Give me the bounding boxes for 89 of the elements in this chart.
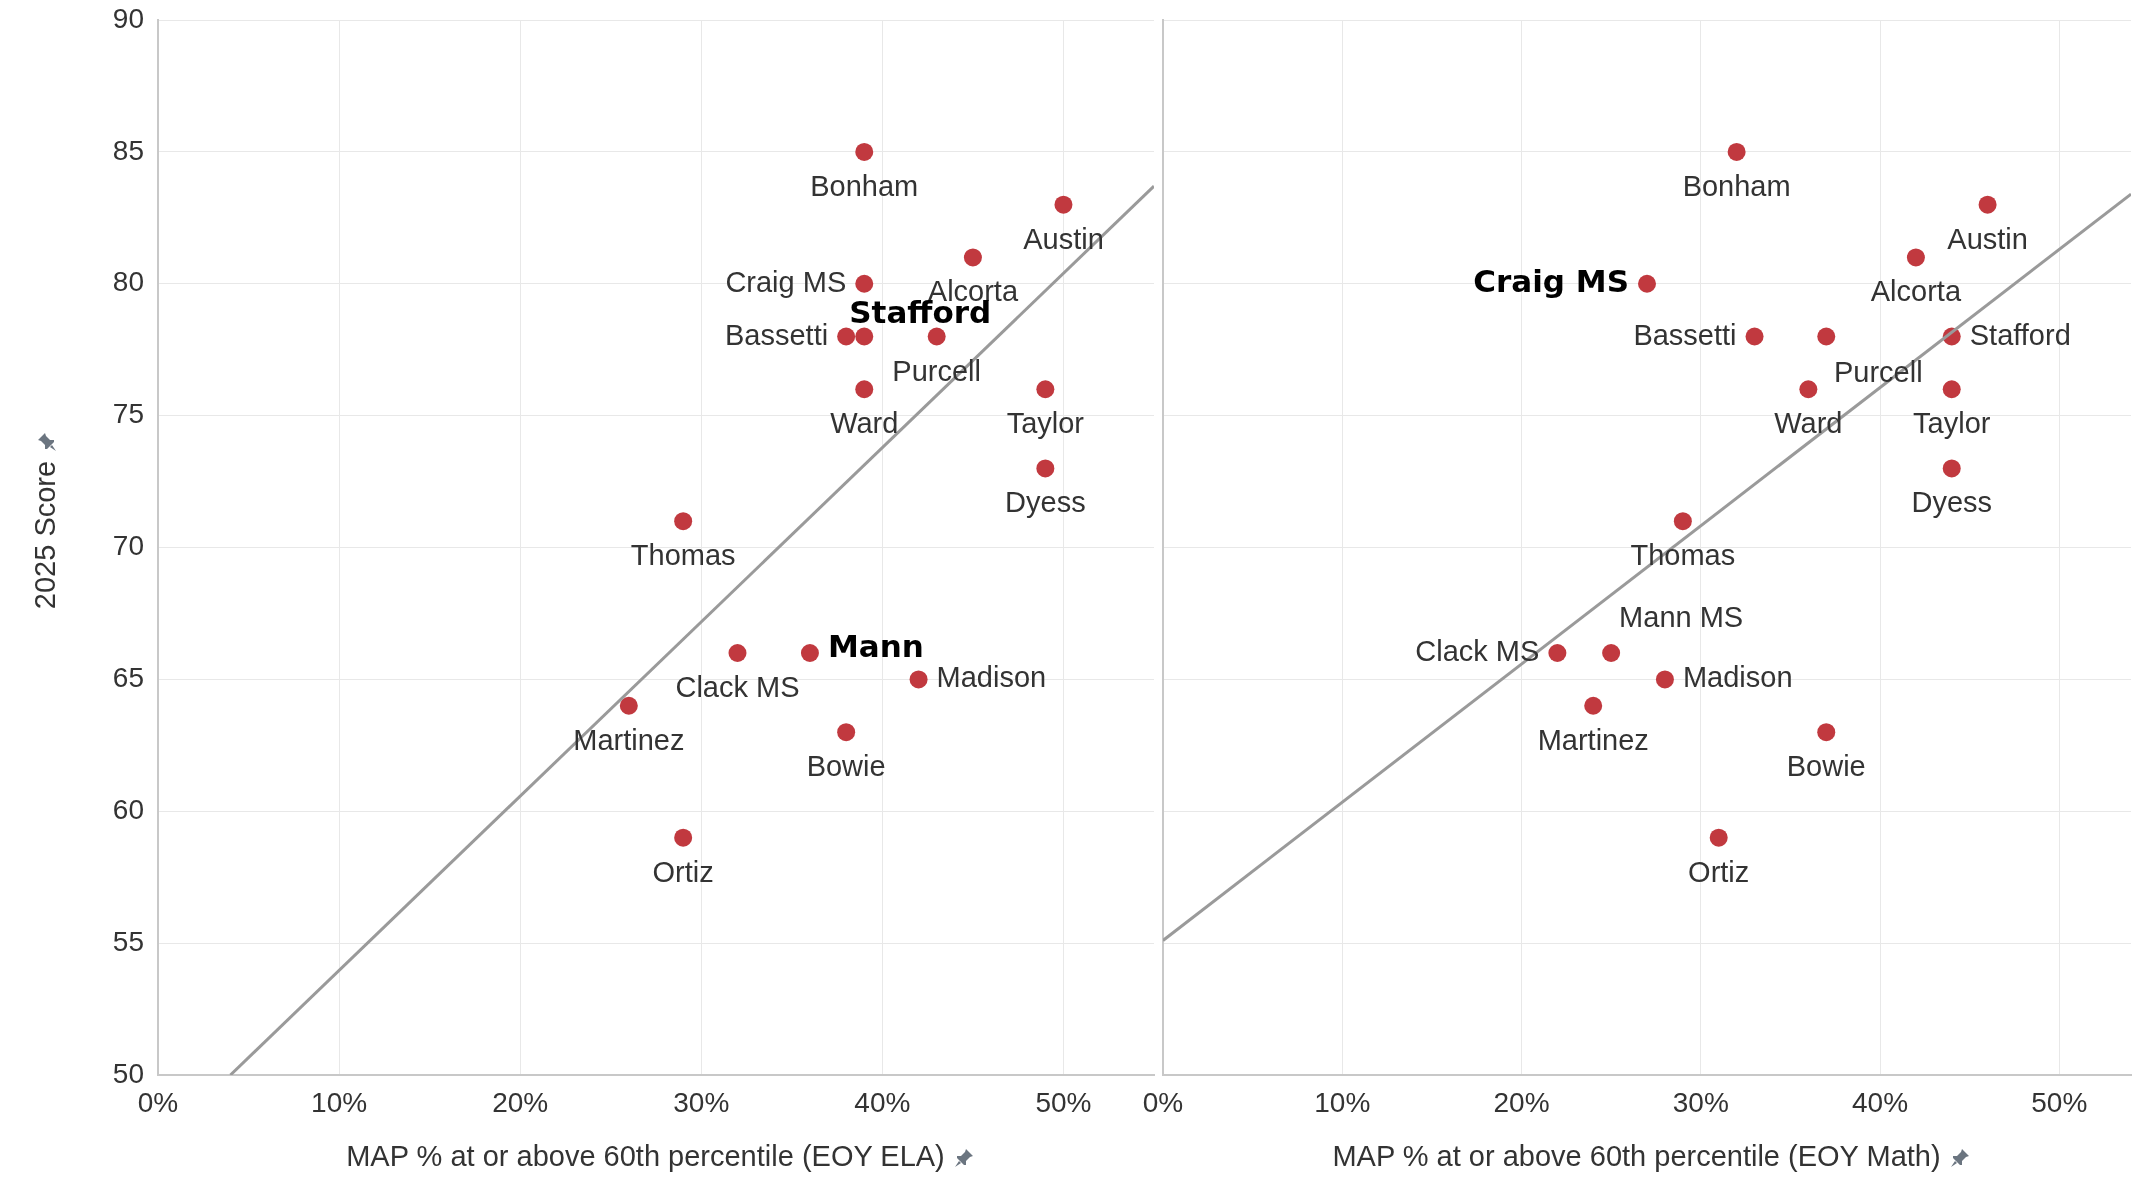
point (1036, 459, 1055, 478)
y-tick-label: 65 (112, 662, 144, 694)
point (619, 696, 638, 715)
point (1584, 696, 1603, 715)
point (1799, 380, 1818, 399)
y-tick-label: 50 (112, 1057, 144, 1089)
y-tick-label: 60 (112, 793, 144, 825)
point (963, 248, 982, 267)
annotation: Ortiz (652, 855, 714, 888)
annotation: Madison (936, 661, 1047, 694)
y-tick-label: 55 (112, 925, 144, 957)
point (1548, 644, 1567, 662)
annotation: Craig MS (1473, 262, 1629, 299)
annotation: Mann (827, 628, 924, 665)
point (1655, 670, 1674, 689)
point (1054, 195, 1073, 214)
point (837, 723, 856, 742)
point (909, 670, 928, 689)
x-tick-label: 50% (2031, 1086, 2088, 1118)
annotation: Bonham (810, 169, 919, 202)
point (1638, 274, 1656, 293)
x-axis-title: MAP % at or above 60th percentile (EOY ELA) (346, 1140, 945, 1172)
x-tick-label: 0% (1142, 1086, 1184, 1118)
annotation: Austin (1023, 222, 1104, 255)
point (800, 644, 819, 662)
point (1709, 828, 1728, 847)
annotation: Martinez (1537, 723, 1649, 756)
x-tick-label: 20% (492, 1086, 549, 1118)
y-tick-label: 75 (112, 398, 144, 430)
annotation: Bowie (806, 750, 886, 783)
annotation: Clack MS (1415, 635, 1540, 667)
annotation: Craig MS (725, 265, 847, 298)
annotation: Bassetti (1633, 318, 1737, 351)
point (1817, 723, 1836, 742)
annotation: Thomas (1630, 539, 1736, 572)
point (855, 142, 874, 161)
annotation: Mann MS (1619, 601, 1744, 633)
annotation: Martinez (573, 723, 685, 756)
x-axis-title: MAP % at or above 60th percentile (EOY Math) (1332, 1140, 1941, 1172)
annotation: Bassetti (724, 318, 829, 351)
x-tick-label: 0% (137, 1086, 179, 1118)
y-tick-label: 80 (112, 266, 144, 298)
annotation: Dyess (1911, 486, 1993, 519)
point (1817, 327, 1836, 346)
point (1906, 248, 1925, 267)
point (1602, 644, 1621, 662)
point (855, 274, 874, 293)
annotation: Clack MS (675, 671, 800, 703)
x-tick-label: 10% (311, 1086, 368, 1118)
y-tick-label: 85 (112, 134, 144, 166)
point (855, 327, 874, 346)
y-tick-label: 70 (112, 530, 144, 562)
x-tick-label: 50% (1035, 1086, 1092, 1118)
annotation: Taylor (1006, 407, 1085, 440)
x-tick-label: 30% (673, 1086, 730, 1118)
x-tick-label: 30% (1672, 1086, 1729, 1118)
annotation: Austin (1947, 222, 2028, 255)
x-tick-label: 40% (1852, 1086, 1909, 1118)
annotation: Madison (1682, 661, 1793, 694)
point (1942, 380, 1961, 399)
point (1745, 327, 1764, 346)
point (1673, 512, 1692, 531)
annotation: Bonham (1682, 169, 1791, 202)
annotation: Thomas (630, 539, 736, 572)
point (674, 512, 693, 531)
point (1978, 195, 1997, 214)
x-tick-label: 20% (1493, 1086, 1550, 1118)
x-tick-label: 40% (854, 1086, 911, 1118)
annotation: Ward (1774, 407, 1843, 440)
point (855, 380, 874, 399)
point (927, 327, 946, 346)
annotation: Purcell (1833, 355, 1923, 388)
annotation: Ward (830, 407, 899, 440)
annotation: Purcell (892, 354, 982, 387)
point (837, 327, 856, 346)
y-axis-title: 2025 Score (29, 460, 61, 610)
annotation: Ortiz (1688, 855, 1750, 888)
point (1727, 142, 1746, 161)
annotation: Dyess (1005, 486, 1086, 519)
annotation: Alcorta (1870, 275, 1962, 308)
point (1942, 459, 1961, 478)
x-tick-label: 10% (1314, 1086, 1371, 1118)
point (728, 644, 747, 662)
y-tick-label: 90 (112, 2, 144, 34)
annotation: Taylor (1913, 407, 1991, 440)
point (674, 828, 693, 847)
point (1036, 380, 1055, 399)
annotation: Bowie (1786, 750, 1866, 783)
annotation: Stafford (1969, 318, 2071, 351)
